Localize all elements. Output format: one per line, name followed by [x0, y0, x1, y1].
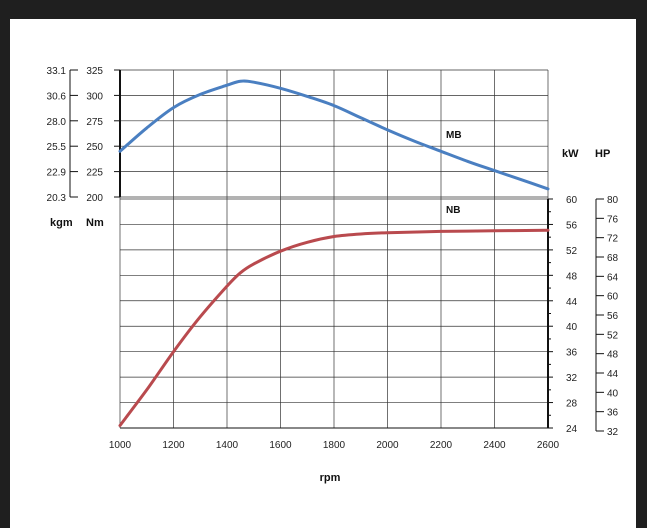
hp-tick-label: 80: [607, 195, 619, 206]
x-tick-label: 2600: [537, 440, 560, 451]
kw-tick-label: 48: [566, 271, 578, 282]
mb-curve: [118, 79, 550, 191]
hp-tick-label: 68: [607, 253, 619, 264]
kgm-tick-label: 28.0: [47, 117, 67, 128]
x-tick-label: 1600: [269, 440, 292, 451]
kgm-axis-label: kgm: [50, 217, 73, 229]
x-tick-label: 2200: [430, 440, 453, 451]
hp-tick-label: 48: [607, 350, 619, 361]
kw-tick-label: 40: [566, 322, 578, 333]
labels: kgm Nm kW HP rpm MB NB: [50, 130, 610, 484]
kw-tick-label: 24: [566, 424, 578, 435]
kw-axis-label: kW: [562, 148, 579, 160]
series: [118, 79, 550, 427]
nb-curve-label: NB: [446, 205, 460, 216]
x-tick-label: 1800: [323, 440, 346, 451]
hp-axis-label: HP: [595, 148, 610, 160]
hp-tick-label: 64: [607, 272, 619, 283]
kgm-tick-label: 25.5: [47, 142, 67, 153]
kw-tick-label: 28: [566, 399, 578, 410]
x-tick-label: 1200: [162, 440, 185, 451]
kw-tick-label: 36: [566, 348, 578, 359]
x-tick-label: 1000: [109, 440, 132, 451]
grid: [119, 69, 549, 429]
nm-axis-label: Nm: [86, 217, 104, 229]
hp-tick-label: 44: [607, 369, 619, 380]
nm-tick-label: 275: [86, 117, 103, 128]
hp-tick-label: 36: [607, 408, 619, 419]
nb-curve: [118, 228, 550, 427]
kw-tick-label: 60: [566, 195, 578, 206]
hp-tick-label: 60: [607, 292, 619, 303]
x-axis-label: rpm: [320, 472, 341, 484]
nm-tick-label: 300: [86, 91, 103, 102]
hp-tick-label: 76: [607, 214, 619, 225]
nm-tick-label: 225: [86, 168, 103, 179]
kgm-tick-label: 30.6: [47, 91, 67, 102]
kw-tick-label: 44: [566, 297, 578, 308]
nm-tick-label: 250: [86, 142, 103, 153]
kgm-tick-label: 22.9: [47, 168, 67, 179]
x-tick-label: 1400: [216, 440, 239, 451]
kw-tick-label: 56: [566, 220, 578, 231]
hp-tick-label: 40: [607, 388, 619, 399]
nm-tick-label: 325: [86, 66, 103, 77]
x-tick-label: 2000: [376, 440, 399, 451]
kw-tick-label: 52: [566, 246, 578, 257]
hp-tick-label: 72: [607, 234, 619, 245]
nm-tick-label: 200: [86, 193, 103, 204]
kgm-tick-label: 20.3: [47, 193, 67, 204]
mb-curve-label: MB: [446, 130, 462, 141]
kgm-tick-label: 33.1: [47, 66, 67, 77]
hp-tick-label: 52: [607, 330, 619, 341]
chart-panel: [10, 19, 636, 528]
hp-tick-label: 32: [607, 427, 619, 438]
hp-tick-label: 56: [607, 311, 619, 322]
kw-tick-label: 32: [566, 373, 578, 384]
x-tick-label: 2400: [483, 440, 506, 451]
axes: 1000 1200 1400 1600 1800 2000 2200 2400 2600 200 2…: [47, 66, 619, 451]
